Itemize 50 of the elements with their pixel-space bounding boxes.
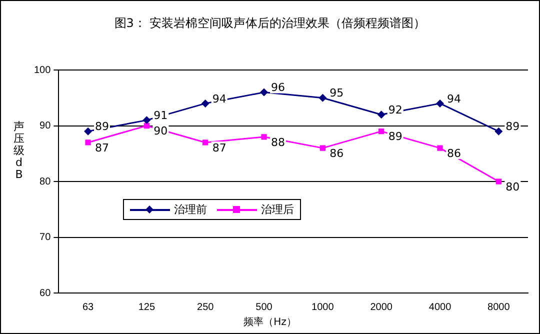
data-label: 87 [95,141,110,154]
point [378,128,384,134]
x-tick-label: 500 [256,302,273,313]
y-tick-label: 80 [40,176,52,188]
point [377,110,386,119]
data-label: 95 [330,86,344,100]
data-label: 80 [506,180,520,194]
point [261,134,267,140]
y-tick-label: 100 [34,64,52,76]
data-label: 88 [271,136,286,149]
data-label: 89 [388,130,402,144]
x-tick-label: 8000 [488,302,510,313]
y-tick-label: 70 [40,232,52,243]
point [84,127,92,136]
legend-label: 治理后 [260,202,294,217]
y-tick-label: 60 [40,288,52,299]
y-axis-title: 声压级 dB [13,120,25,181]
point [85,140,91,146]
x-tick-label: 63 [82,302,94,313]
data-label: 91 [154,109,168,122]
x-tick-label: 2000 [370,302,393,313]
data-label: 89 [95,120,110,134]
data-label: 92 [388,103,402,116]
x-tick-label: 4000 [428,302,452,313]
data-label: 94 [212,92,226,106]
point [437,145,443,151]
data-label: 86 [330,146,344,160]
x-tick-label: 250 [197,302,214,313]
point [496,178,502,184]
data-label: 90 [154,124,168,138]
data-label: 96 [271,81,286,94]
y-tick-label: 90 [40,120,52,132]
point [201,99,210,108]
point [260,88,268,96]
data-label: 87 [212,141,226,154]
data-label: 89 [506,120,520,134]
x-tick-label: 1000 [312,302,334,313]
point [202,140,208,146]
point [320,145,326,151]
chart-title: 图3： 安装岩棉空间吸声体后的治理效果（倍频程频谱图） [113,15,427,32]
point [318,94,327,102]
x-tick-label: 125 [138,302,156,313]
point [142,116,151,124]
point [436,99,444,108]
x-axis-title: 频率（Hz） [242,316,298,329]
point [144,122,150,129]
legend-label: 治理前 [173,202,207,217]
point [494,127,503,136]
data-label: 94 [447,92,462,106]
data-label: 86 [447,146,462,160]
